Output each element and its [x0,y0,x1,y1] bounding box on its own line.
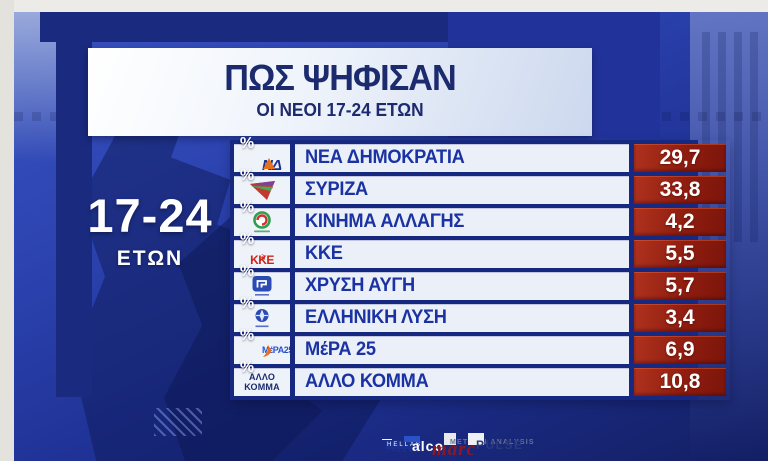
party-percentage-value: 4,2 [665,210,695,233]
table-row: ΧΡΥΣΗ ΑΥΓΗ 5,7 % [234,263,726,300]
party-name-cell: ΣΥΡΙΖΑ [295,176,629,204]
pollster-logo-metron: METRON ANALYSIS [444,433,534,446]
party-name: ΚΙΝΗΜΑ ΑΛΛΑΓΗΣ [305,211,465,232]
results-table: ΝΔ ΝΕΑ ΔΗΜΟΚΡΑΤΙΑ 29,7 % ΣΥΡΙΖΑ 33,8 % [230,135,730,400]
party-logo: ΝΔ [234,144,290,172]
party-percentage-box: 3,4 [634,304,726,332]
percent-sign: % [239,231,255,248]
party-logo [234,304,290,332]
party-percentage-value: 5,7 [665,274,695,297]
party-logo: ΑΛΛΟ ΚΟΜΜΑ [234,368,290,396]
table-row: ΝΔ ΝΕΑ ΔΗΜΟΚΡΑΤΙΑ 29,7 % [234,135,726,172]
photo-margin-left [0,0,14,461]
party-logo [234,176,290,204]
party-logo: ΜέΡΑ25 [234,336,290,364]
percent-sign: % [239,327,255,344]
table-row: ☭ ΚΚΕ ΚΚΕ 5,5 % [234,231,726,268]
table-row: ΚΙΝΗΜΑ ΑΛΛΑΓΗΣ 4,2 % [234,199,726,236]
pollster-logo-pulse: PULSE [468,433,522,452]
party-percentage-box: 4,2 [634,208,726,236]
party-percentage-box: 10,8 [634,368,726,396]
percent-sign: % [239,167,255,184]
party-name-cell: ΜέΡΑ 25 [295,336,629,364]
background-hatch-texture [154,408,202,436]
navy-top-bar [40,12,448,42]
table-row: ΜέΡΑ25 ΜέΡΑ 25 6,9 % [234,327,726,364]
table-row: ΣΥΡΙΖΑ 33,8 % [234,167,726,204]
party-name-cell: ΑΛΛΟ ΚΟΜΜΑ [295,368,629,396]
party-percentage-box: 33,8 [634,176,726,204]
percent-sign: % [239,359,255,376]
pollster-logo-mrb: MRBHELLAS [382,438,424,456]
party-name: ΝΕΑ ΔΗΜΟΚΡΑΤΙΑ [305,147,465,168]
party-name-cell: ΚΙΝΗΜΑ ΑΛΛΑΓΗΣ [295,208,629,236]
table-row: ΕΛΛΗΝΙΚΗ ΛΥΣΗ 3,4 % [234,295,726,332]
title-banner: ΠΩΣ ΨΗΦΙΣΑΝ ΟΙ ΝΕΟΙ 17-24 ΕΤΩΝ [88,48,592,136]
party-percentage-box: 5,5 [634,240,726,268]
page-subtitle: ΟΙ ΝΕΟΙ 17-24 ΕΤΩΝ [256,100,424,120]
party-logo: ☭ ΚΚΕ [234,240,290,268]
page-title: ΠΩΣ ΨΗΦΙΣΑΝ [224,57,457,98]
party-percentage-value: 33,8 [659,178,701,201]
party-name: ΧΡΥΣΗ ΑΥΓΗ [305,275,415,296]
party-name: ΜέΡΑ 25 [305,339,376,360]
navy-vertical-bar [56,12,92,397]
age-unit: ΕΤΩΝ [116,247,184,270]
percent-sign: % [239,295,255,312]
party-percentage-box: 5,7 [634,272,726,300]
party-percentage-value: 3,4 [665,306,695,329]
party-percentage-value: 6,9 [665,338,695,361]
party-logo [234,272,290,300]
photo-margin-top [0,0,768,12]
party-name-cell: ΚΚΕ [295,240,629,268]
party-name-cell: ΕΛΛΗΝΙΚΗ ΛΥΣΗ [295,304,629,332]
party-percentage-box: 29,7 [634,144,726,172]
party-name: ΣΥΡΙΖΑ [305,179,368,200]
party-name: ΕΛΛΗΝΙΚΗ ΛΥΣΗ [305,307,447,328]
party-percentage-value: 5,5 [665,242,695,265]
table-row: ΑΛΛΟ ΚΟΜΜΑ ΑΛΛΟ ΚΟΜΜΑ 10,8 % [234,359,726,396]
percent-sign: % [239,199,255,216]
party-percentage-value: 29,7 [659,146,701,169]
party-name: ΑΛΛΟ ΚΟΜΜΑ [305,371,429,392]
party-percentage-box: 6,9 [634,336,726,364]
age-range: 17-24 [87,189,213,242]
pollster-logo-alco: alco [404,436,443,454]
party-percentage-value: 10,8 [659,370,701,393]
age-group-label: 17-24 ΕΤΩΝ [42,188,258,271]
party-name-cell: ΝΕΑ ΔΗΜΟΚΡΑΤΙΑ [295,144,629,172]
percent-sign: % [239,263,255,280]
party-name: ΚΚΕ [305,243,343,264]
tv-graphic: ΠΩΣ ΨΗΦΙΣΑΝ ΟΙ ΝΕΟΙ 17-24 ΕΤΩΝ 17-24 ΕΤΩ… [14,12,768,461]
percent-sign: % [239,135,255,152]
party-logo [234,208,290,236]
party-name-cell: ΧΡΥΣΗ ΑΥΓΗ [295,272,629,300]
